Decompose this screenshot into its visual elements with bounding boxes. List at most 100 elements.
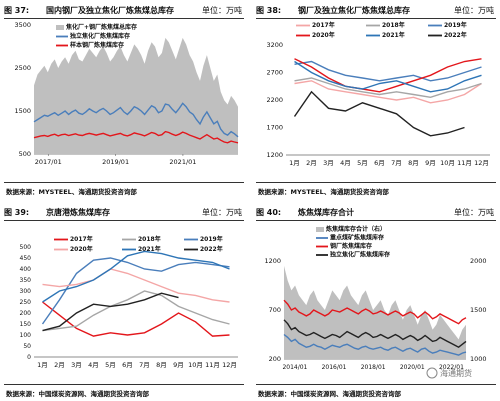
series-line-2 bbox=[41, 257, 230, 325]
chart-panel-37: 图 37: 国内钢厂及独立焦化厂炼焦煤总库存 单位：万吨 500 1500 2500… bbox=[4, 2, 244, 198]
series-line-1 bbox=[42, 290, 230, 332]
legend-label: 2017年 bbox=[70, 235, 93, 243]
x-tick-label: 10月 bbox=[440, 159, 455, 167]
watermark-text: 海通期货 bbox=[440, 368, 472, 378]
panel-header: 图 39: 京唐港炼焦煤库存 单位：万吨 bbox=[4, 204, 244, 221]
legend-label: 样本钢厂炼焦煤库存 bbox=[70, 41, 124, 49]
legend-label: 独立焦化厂炼焦煤库存 bbox=[329, 251, 390, 259]
series-line-3 bbox=[42, 268, 230, 303]
x-tick-label: 2021/01 bbox=[169, 158, 196, 166]
x-tick-label: 5月 bbox=[105, 361, 116, 369]
unit-label: 单位：万吨 bbox=[454, 208, 494, 217]
legend-label: 重点煤矿炼焦煤库存 bbox=[330, 234, 384, 242]
chart-39: 0 50 100 150 200 250 300 350 400 450 500 1月 2月 3月 4月 5月… bbox=[20, 235, 238, 369]
y-tick-label: 200 bbox=[20, 310, 32, 317]
legend-swatch bbox=[56, 25, 64, 30]
series-line-0 bbox=[294, 80, 482, 104]
legend-label: 钢厂炼焦煤库存 bbox=[330, 242, 372, 250]
x-tick-label: 12月 bbox=[222, 361, 237, 369]
y-tick-label-right: 1000 bbox=[470, 355, 487, 363]
y-tick-label: 350 bbox=[20, 277, 32, 284]
panel-header: 图 38: 钢厂及独立焦化厂炼焦煤总库存 单位：万吨 bbox=[256, 2, 496, 19]
data-source: 数据来源：中国煤炭资源网、海通期货投资咨询部 bbox=[6, 390, 149, 398]
chart-panel-38: 图 38: 钢厂及独立焦化厂炼焦煤总库存 单位：万吨 1200 1700 2200 2… bbox=[256, 2, 496, 198]
x-tick-label: 12月 bbox=[474, 159, 489, 167]
y-tick-label: 1200 bbox=[266, 151, 283, 159]
series-line-1 bbox=[33, 102, 239, 138]
panel-footer: 数据来源：MYSTEEL、海通期货投资咨询部 bbox=[256, 182, 496, 197]
chart-40: 200 700 1200 1000 1500 2000 2014/01 2016/01 2018… bbox=[264, 225, 487, 379]
x-tick-label: 9月 bbox=[425, 159, 436, 167]
series-line-1 bbox=[294, 77, 482, 99]
y-tick-label: 1700 bbox=[266, 124, 283, 132]
y-tick-label: 300 bbox=[20, 288, 32, 295]
series-line-2 bbox=[33, 130, 239, 144]
legend-label: 2018年 bbox=[382, 21, 405, 29]
chart-title: 国内钢厂及独立焦化厂炼焦煤总库存 bbox=[46, 6, 174, 15]
figure-number: 图 37: bbox=[4, 6, 30, 15]
y-tick-label: 3500 bbox=[14, 21, 31, 29]
figure-number: 图 40: bbox=[256, 208, 282, 217]
series-line-2 bbox=[283, 299, 467, 325]
chart-37: 500 1500 2500 3500 2017/01 2019/01 2021/01 焦化厂+… bbox=[14, 21, 239, 166]
x-tick-label: 6月 bbox=[374, 159, 385, 167]
series-line-1 bbox=[283, 333, 467, 356]
panel-header: 图 40: 炼焦煤库存合计 单位：万吨 bbox=[256, 204, 496, 221]
x-tick-label: 11月 bbox=[205, 361, 220, 369]
y-tick-label: 150 bbox=[20, 321, 32, 328]
y-tick-label: 50 bbox=[23, 343, 31, 350]
y-tick-label: 2200 bbox=[266, 96, 283, 104]
y-tick-label: 100 bbox=[20, 332, 32, 339]
y-tick-label: 1500 bbox=[14, 107, 31, 115]
series-line-2 bbox=[294, 60, 482, 82]
x-tick-label: 2017/01 bbox=[35, 158, 62, 166]
legend-label: 2019年 bbox=[200, 235, 223, 243]
x-tick-label: 11月 bbox=[457, 159, 472, 167]
legend-label: 2017年 bbox=[312, 21, 335, 29]
y-tick-label: 3200 bbox=[266, 41, 283, 49]
y-tick-label-right: 2000 bbox=[470, 257, 487, 265]
y-tick-label: 400 bbox=[20, 266, 32, 273]
chart-title: 炼焦煤库存合计 bbox=[298, 208, 354, 217]
watermark-logo bbox=[426, 367, 438, 379]
x-tick-label: 5月 bbox=[357, 159, 368, 167]
unit-label: 单位：万吨 bbox=[202, 208, 242, 217]
y-tick-label: 2700 bbox=[266, 69, 283, 77]
y-tick-label-left: 1200 bbox=[264, 257, 281, 265]
data-source: 数据来源：MYSTEEL、海通期货投资咨询部 bbox=[6, 188, 137, 196]
legend-swatch bbox=[316, 227, 324, 232]
legend-label: 2021年 bbox=[138, 245, 161, 253]
y-tick-label: 250 bbox=[20, 299, 32, 306]
panel-footer: 数据来源：MYSTEEL、海通期货投资咨询部 bbox=[4, 182, 244, 197]
legend-label: 2018年 bbox=[138, 235, 161, 243]
y-tick-label: 2500 bbox=[14, 64, 31, 72]
x-tick-label: 8月 bbox=[156, 361, 167, 369]
y-tick-label: 0 bbox=[27, 354, 31, 361]
panel-header: 图 37: 国内钢厂及独立焦化厂炼焦煤总库存 单位：万吨 bbox=[4, 2, 244, 19]
y-tick-label: 450 bbox=[20, 255, 32, 262]
unit-label: 单位：万吨 bbox=[454, 6, 494, 15]
chart-title: 京唐港炼焦煤库存 bbox=[46, 208, 110, 217]
legend-label: 2020年 bbox=[312, 31, 335, 39]
x-tick-label: 4月 bbox=[340, 159, 351, 167]
series-line-4 bbox=[42, 250, 230, 303]
data-source: 数据来源：MYSTEEL、海通期货投资咨询部 bbox=[258, 188, 389, 196]
x-tick-label: 1月 bbox=[289, 159, 300, 167]
legend-label: 2021年 bbox=[382, 31, 405, 39]
x-tick-label: 2019/01 bbox=[102, 158, 129, 166]
y-tick-label-left: 200 bbox=[269, 355, 281, 363]
x-tick-label: 2016/01 bbox=[322, 364, 347, 371]
legend-label: 焦化厂+钢厂炼焦煤总库存 bbox=[65, 23, 137, 31]
series-line-5 bbox=[42, 292, 179, 332]
x-tick-label: 3月 bbox=[323, 159, 334, 167]
legend-label: 独立焦化厂炼焦煤库存 bbox=[69, 32, 130, 40]
x-tick-label: 1月 bbox=[37, 361, 48, 369]
legend-label: 2022年 bbox=[444, 31, 467, 39]
x-tick-label: 2月 bbox=[54, 361, 65, 369]
data-source: 数据来源：中国煤炭资源网、海通期货投资咨询部 bbox=[258, 390, 401, 398]
x-tick-label: 8月 bbox=[408, 159, 419, 167]
figure-number: 图 38: bbox=[256, 6, 282, 15]
unit-label: 单位：万吨 bbox=[202, 6, 242, 15]
panel-footer: 数据来源：中国煤炭资源网、海通期货投资咨询部 bbox=[256, 384, 496, 399]
series-line-5 bbox=[293, 90, 465, 137]
